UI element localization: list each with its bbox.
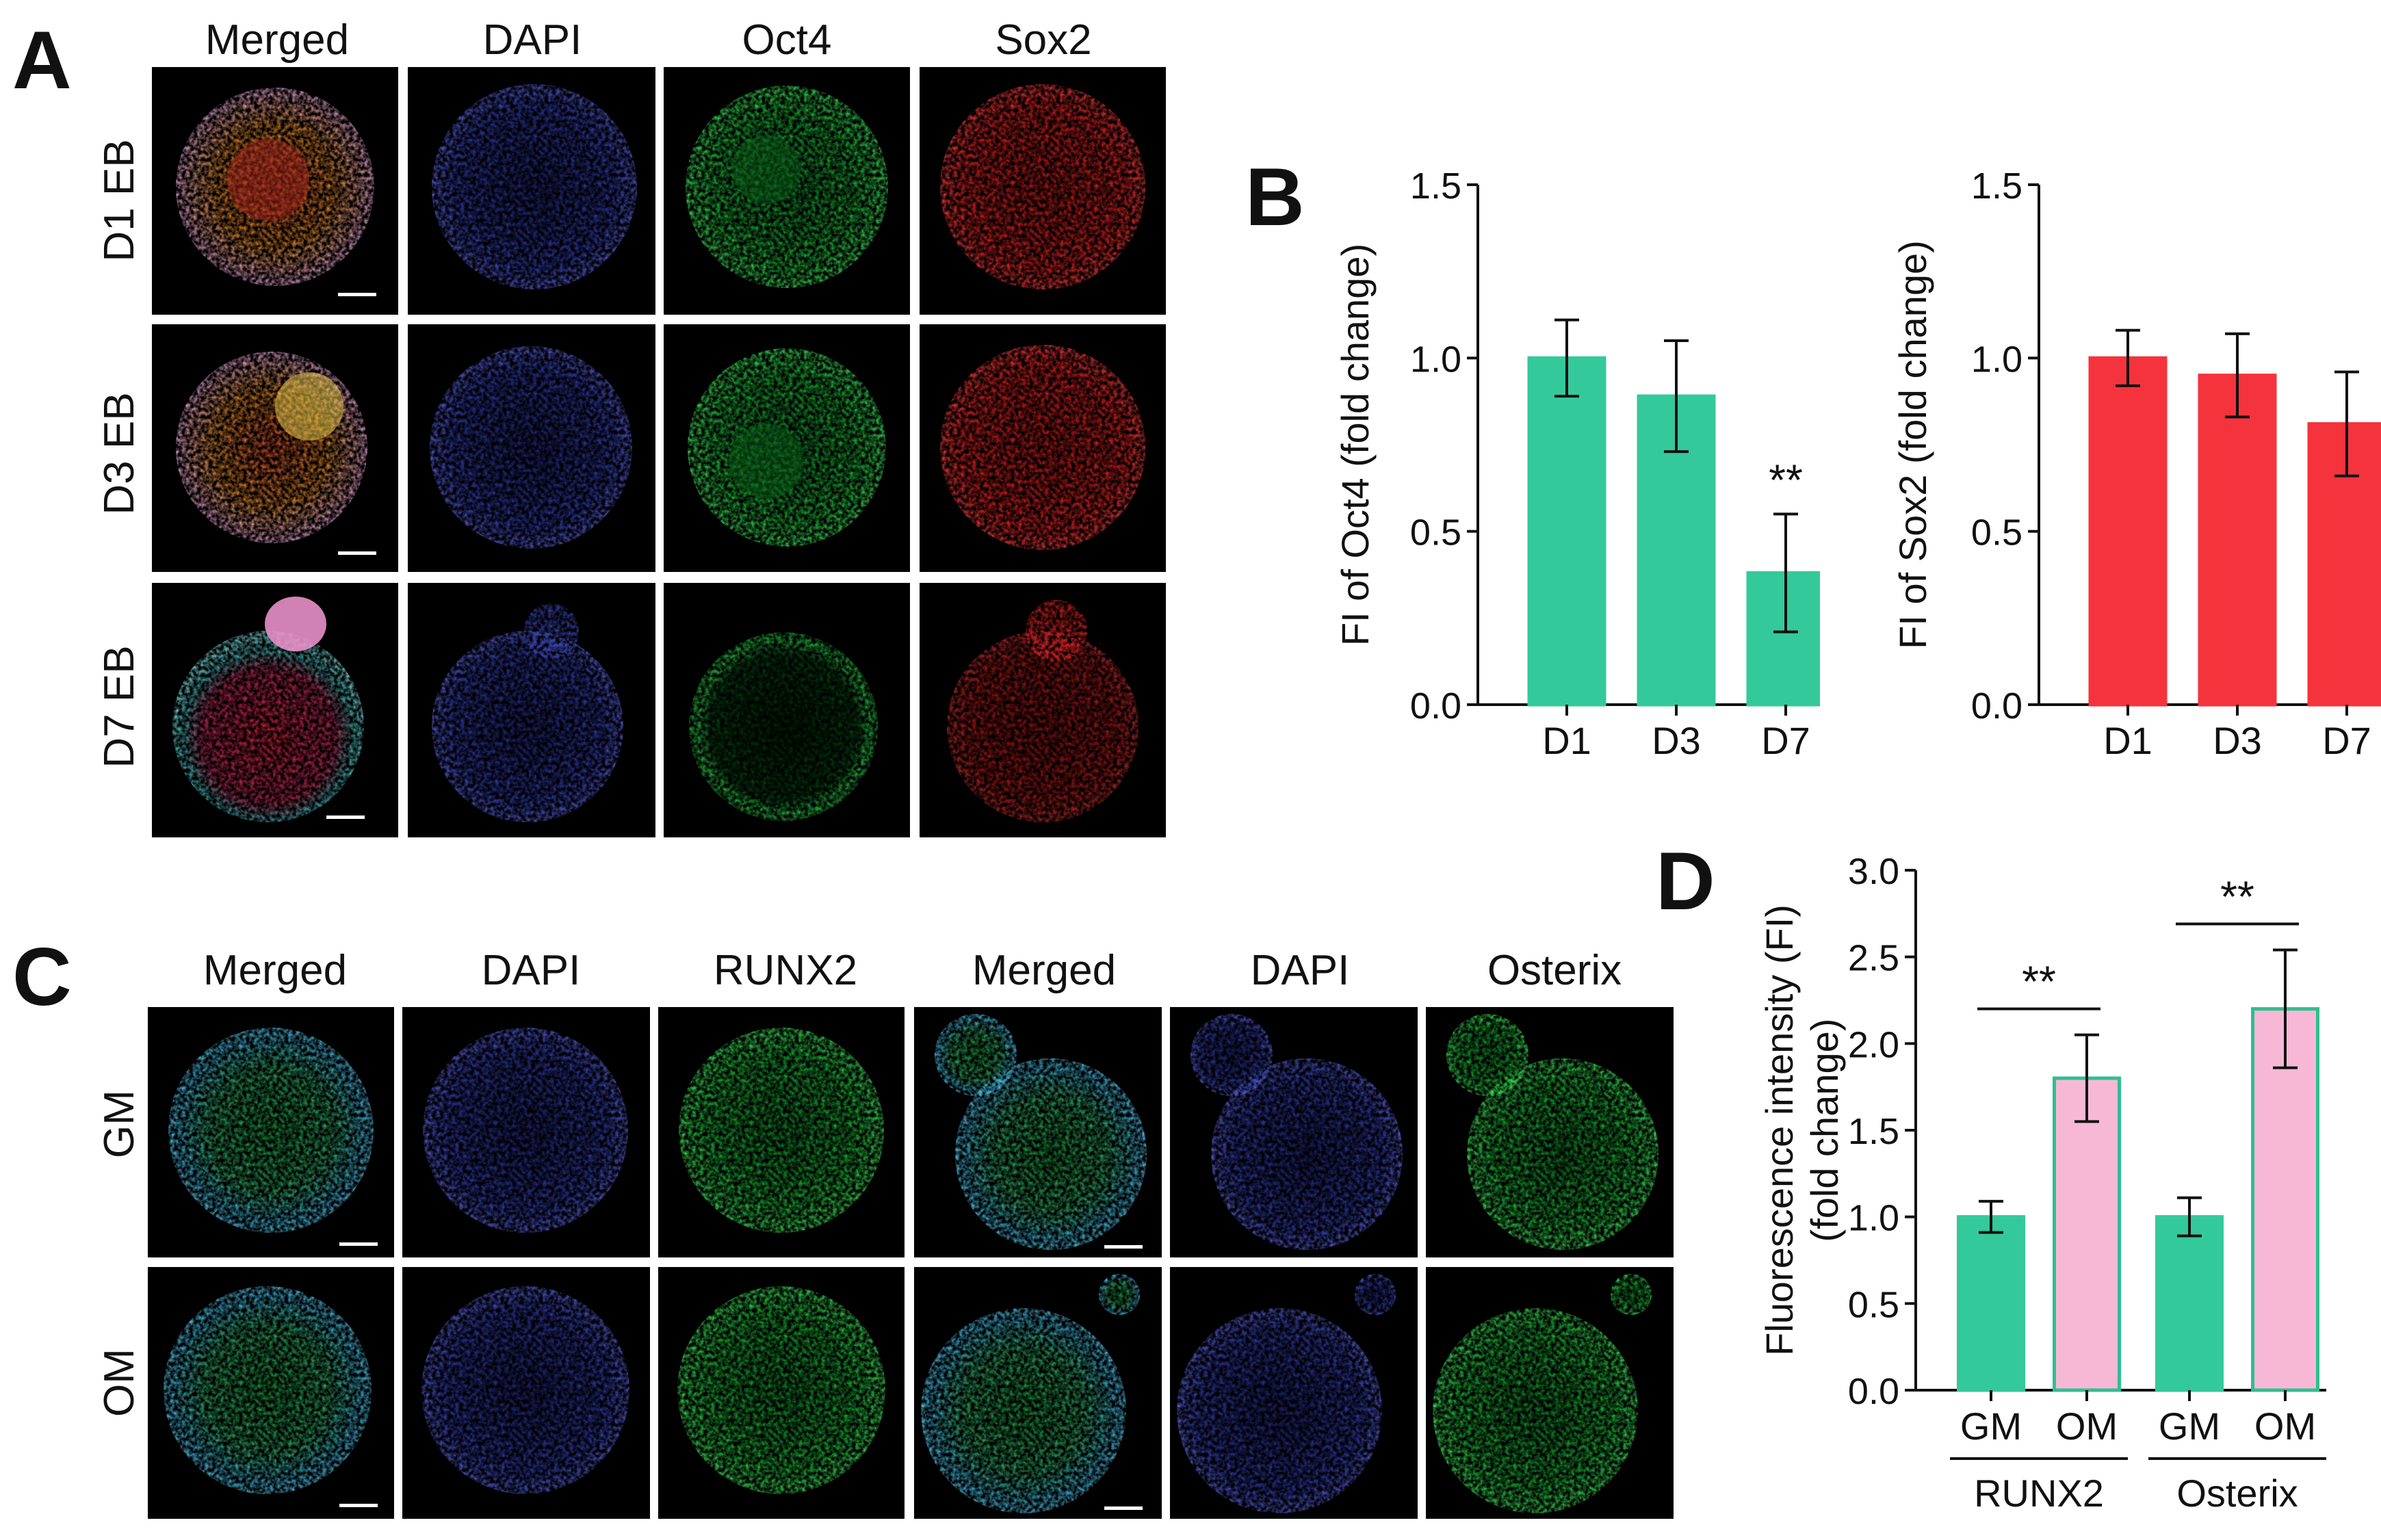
y-tick-label: 1.5 bbox=[1848, 1111, 1899, 1152]
panel-a-col-merged: Merged bbox=[205, 16, 350, 64]
panel-a-col-sox2: Sox2 bbox=[995, 16, 1092, 64]
micrograph-gm-merged-osterix bbox=[914, 1007, 1162, 1257]
bar bbox=[2088, 356, 2168, 707]
x-tick-label: OM bbox=[2056, 1405, 2118, 1448]
y-axis-label: FI of Oct4 (fold change) bbox=[1333, 244, 1377, 646]
panel-a-col-dapi: DAPI bbox=[482, 16, 582, 64]
bar bbox=[1527, 356, 1606, 707]
x-tick-label: D1 bbox=[2103, 719, 2152, 762]
y-tick-label: 0.0 bbox=[1971, 686, 2022, 727]
x-tick-label: GM bbox=[1960, 1405, 2022, 1448]
y-tick-label: 1.0 bbox=[1848, 1198, 1899, 1239]
panel-c-col-osterix: Osterix bbox=[1487, 947, 1622, 994]
bar bbox=[2053, 1076, 2121, 1392]
y-tick-label: 2.0 bbox=[1848, 1024, 1899, 1065]
panel-c-row-gm: GM bbox=[96, 1090, 143, 1158]
panel-c-row-om: OM bbox=[96, 1348, 143, 1417]
panel-c-col-dapi-2: DAPI bbox=[1250, 947, 1350, 994]
bar bbox=[1746, 571, 1820, 707]
chart-d: 0.0 0.5 1.0 1.5 2.0 2.5 3.0 Fluorescence intens… bbox=[1758, 851, 2326, 1515]
micrograph-om-merged-osterix bbox=[914, 1267, 1162, 1519]
panel-c-col-dapi-1: DAPI bbox=[481, 947, 581, 994]
x-tick-label: D1 bbox=[1542, 719, 1591, 762]
group-label: RUNX2 bbox=[1974, 1472, 2104, 1515]
bar bbox=[2251, 1007, 2319, 1392]
micrograph-d7-dapi bbox=[408, 583, 655, 837]
micrograph-d1-oct4 bbox=[664, 67, 910, 315]
micrograph-gm-dapi-runx2 bbox=[402, 1007, 650, 1257]
y-tick-label: 0.5 bbox=[1410, 512, 1461, 553]
micrograph-d3-sox2 bbox=[920, 324, 1166, 572]
significance-marker: ** bbox=[2220, 872, 2254, 922]
panel-a-row-d1: D1 EB bbox=[96, 139, 143, 262]
x-tick-label: OM bbox=[2254, 1405, 2316, 1448]
panel-label-c: C bbox=[12, 931, 72, 1023]
x-tick-label: D3 bbox=[2213, 719, 2262, 762]
chart-sox2: 0.0 0.5 1.0 1.5 FI of Sox2 (fold change) D1 D3… bbox=[1891, 166, 2381, 762]
micrograph-d7-sox2 bbox=[920, 583, 1166, 837]
micrograph-om-dapi-osterix bbox=[1170, 1267, 1418, 1519]
y-tick-label: 0.5 bbox=[1848, 1284, 1899, 1325]
panel-c-col-runx2: RUNX2 bbox=[713, 947, 858, 994]
y-tick-label: 1.5 bbox=[1410, 166, 1461, 207]
y-tick-label: 1.5 bbox=[1971, 166, 2022, 207]
micrograph-gm-runx2 bbox=[658, 1007, 905, 1257]
micrograph-d1-dapi bbox=[408, 67, 655, 315]
panel-label-d: D bbox=[1656, 835, 1715, 927]
y-tick-label: 3.0 bbox=[1848, 851, 1899, 892]
y-axis-label: (fold change) bbox=[1803, 1019, 1846, 1242]
significance-marker: ** bbox=[2022, 957, 2056, 1006]
x-tick-label: GM bbox=[2159, 1405, 2220, 1448]
chart-oct4: 0.0 0.5 1.0 1.5 FI of Oct4 (fold change) D1 D3… bbox=[1333, 166, 1820, 762]
micrograph-d3-merged bbox=[152, 324, 398, 572]
x-tick-label: D7 bbox=[1761, 719, 1810, 762]
micrograph-d7-merged bbox=[152, 583, 398, 837]
y-tick-label: 1.0 bbox=[1971, 339, 2022, 380]
panel-c-col-merged-2: Merged bbox=[972, 947, 1117, 994]
micrograph-d3-oct4 bbox=[664, 324, 910, 572]
y-axis-label: Fluorescence intensity (FI) bbox=[1758, 904, 1801, 1356]
y-tick-label: 2.5 bbox=[1848, 938, 1899, 979]
x-tick-label: D3 bbox=[1652, 719, 1701, 762]
micrograph-om-osterix bbox=[1426, 1267, 1674, 1519]
micrograph-gm-dapi-osterix bbox=[1170, 1007, 1418, 1257]
y-tick-label: 0.0 bbox=[1410, 686, 1461, 727]
bar bbox=[2155, 1215, 2224, 1392]
x-tick-label: D7 bbox=[2322, 719, 2371, 762]
panel-a-col-oct4: Oct4 bbox=[742, 16, 832, 64]
bar bbox=[2198, 374, 2277, 707]
micrograph-d7-oct4 bbox=[664, 583, 910, 837]
panel-a-row-d7: D7 EB bbox=[96, 645, 143, 768]
micrograph-om-runx2 bbox=[658, 1267, 905, 1519]
micrograph-gm-osterix bbox=[1426, 1007, 1674, 1257]
micrograph-d3-dapi bbox=[408, 324, 655, 572]
significance-marker: ** bbox=[1769, 455, 1803, 504]
micrograph-d1-sox2 bbox=[920, 67, 1166, 315]
panel-a-row-d3: D3 EB bbox=[96, 392, 143, 515]
y-tick-label: 0.0 bbox=[1848, 1371, 1899, 1412]
panel-c-col-merged-1: Merged bbox=[203, 947, 348, 994]
micrograph-om-dapi-runx2 bbox=[402, 1267, 650, 1519]
micrograph-d1-merged bbox=[152, 67, 398, 315]
group-label: Osterix bbox=[2176, 1472, 2298, 1515]
y-tick-label: 1.0 bbox=[1410, 339, 1461, 380]
panel-label-a: A bbox=[12, 14, 72, 106]
y-axis-label: FI of Sox2 (fold change) bbox=[1891, 240, 1934, 649]
bar bbox=[1957, 1215, 2025, 1392]
micrograph-gm-merged-runx2 bbox=[148, 1007, 394, 1257]
bar bbox=[2307, 422, 2381, 707]
micrograph-om-merged-runx2 bbox=[148, 1267, 394, 1519]
panel-label-b: B bbox=[1245, 151, 1305, 243]
y-tick-label: 0.5 bbox=[1971, 512, 2022, 553]
